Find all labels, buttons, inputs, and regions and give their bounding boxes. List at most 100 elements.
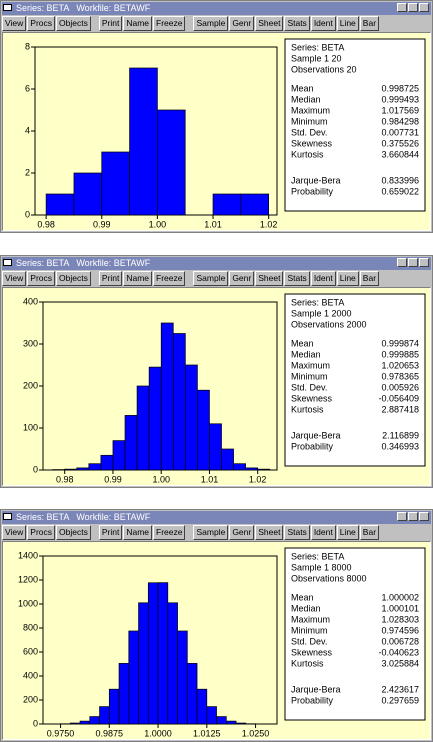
view-area: 0 2 4 6 8 0.98 0.99 1.00 1.01 1.02 Series: BETA Sam… [2,32,431,231]
histogram-bar [245,467,259,471]
stat-label: Median [291,94,321,104]
stat-value: 1.017569 [381,105,419,115]
test-label: Jarque-Bera [291,175,341,185]
close-button[interactable] [419,258,429,267]
toolbar-button[interactable]: Procs [27,16,56,31]
maximize-button[interactable] [408,3,418,12]
test-label: Probability [291,441,334,451]
histogram-bar [206,706,217,725]
toolbar-button[interactable]: Sample [193,16,229,31]
test-label: Probability [291,695,334,705]
x-tick-label: 1.01 [201,474,219,484]
toolbar-button[interactable]: Genr [229,271,255,286]
toolbar-button[interactable]: Name [123,525,153,540]
histogram-bar [157,109,186,216]
window-icon [3,259,12,266]
stat-label: Std. Dev. [291,636,327,646]
stats-sample: Sample 1 2000 [291,308,352,318]
toolbar-button[interactable]: Bar [359,271,380,286]
stats-box [284,547,426,721]
toolbar-button[interactable]: Line [336,525,359,540]
toolbar-button[interactable]: Objects [56,271,91,286]
stat-label: Mean [291,338,314,348]
toolbar-button[interactable]: Genr [229,16,255,31]
histogram-bar [186,663,198,725]
toolbar-button[interactable]: Sheet [255,525,284,540]
toolbar-gap [186,271,192,286]
maximize-button[interactable] [408,512,418,521]
window: Series: BETA Workfile: BETAWF View Procs Ob… [0,255,433,488]
toolbar-button[interactable]: Name [123,271,153,286]
toolbar-button[interactable]: Stats [284,271,310,286]
toolbar-button[interactable]: Bar [359,525,380,540]
toolbar-gap [186,16,192,31]
stat-label: Kurtosis [291,404,324,414]
stat-value: -0.040623 [378,647,419,657]
x-tick-label: 1.02 [249,474,267,484]
toolbar-button[interactable]: Objects [56,16,91,31]
stat-label: Skewness [291,393,333,403]
toolbar-button[interactable]: Ident [310,525,336,540]
histogram-bar [124,415,138,471]
close-button[interactable] [419,3,429,12]
stats-series: Series: BETA [291,551,344,561]
toolbar-button[interactable]: Print [98,525,123,540]
stat-value: 1.028303 [381,614,419,624]
stat-value: 0.006728 [381,636,419,646]
maximize-button[interactable] [408,258,418,267]
toolbar-button[interactable]: Sheet [255,271,284,286]
toolbar-button[interactable]: Print [98,271,123,286]
minimize-button[interactable] [397,258,407,267]
close-button[interactable] [419,512,429,521]
toolbar-button[interactable]: Stats [284,525,310,540]
x-tick-label: 1.01 [204,219,222,229]
x-tick-label: 1.0000 [144,728,172,738]
toolbar-gap [186,525,192,540]
toolbar-button[interactable]: Freeze [153,271,186,286]
histogram-bar [240,193,270,216]
minimize-button[interactable] [397,3,407,12]
histogram-bar [157,582,169,725]
toolbar-button[interactable]: Genr [229,525,255,540]
toolbar-button[interactable]: Sample [193,271,229,286]
toolbar-button[interactable]: Procs [27,525,56,540]
histogram-bar [177,630,188,725]
stat-label: Minimum [291,371,328,381]
view-area: 0 200 400 600 800 1000 1200 1400 0.9750 0.9875 1.0… [2,541,431,740]
y-tick-label: 1000 [18,598,38,608]
stat-value: 1.000101 [381,603,419,613]
toolbar-button[interactable]: View [2,271,27,286]
toolbar-gap [92,525,98,540]
x-tick-label: 0.9750 [47,728,75,738]
x-tick-label: 1.0125 [193,728,221,738]
view-area: 0 100 200 300 400 0.98 0.99 1.00 1.01 1.02 Series:… [2,287,431,486]
histogram-bar [76,467,90,471]
stat-label: Median [291,603,321,613]
toolbar-button[interactable]: Freeze [153,525,186,540]
stat-label: Maximum [291,105,330,115]
toolbar-button[interactable]: Procs [27,271,56,286]
histogram-bar [147,582,159,725]
toolbar-button[interactable]: View [2,16,27,31]
toolbar-button[interactable]: Ident [310,16,336,31]
histogram-bar [216,716,227,725]
toolbar-button[interactable]: Sample [193,525,229,540]
toolbar-button[interactable]: Name [123,16,153,31]
toolbar-button[interactable]: Print [98,16,123,31]
toolbar-button[interactable]: Freeze [153,16,186,31]
histogram-bar [129,67,158,216]
toolbar-button[interactable]: Sheet [255,16,284,31]
y-tick-label: 0 [33,464,38,474]
histogram-bar [235,722,247,725]
toolbar-button[interactable]: View [2,525,27,540]
toolbar-button[interactable]: Bar [359,16,380,31]
stat-value: 3.025884 [381,658,419,668]
minimize-button[interactable] [397,512,407,521]
histogram-bar [160,322,174,471]
stat-value: 0.999874 [381,338,419,348]
toolbar-button[interactable]: Line [336,271,359,286]
toolbar-button[interactable]: Line [336,16,359,31]
toolbar-button[interactable]: Objects [56,525,91,540]
toolbar-button[interactable]: Ident [310,271,336,286]
toolbar-button[interactable]: Stats [284,16,310,31]
